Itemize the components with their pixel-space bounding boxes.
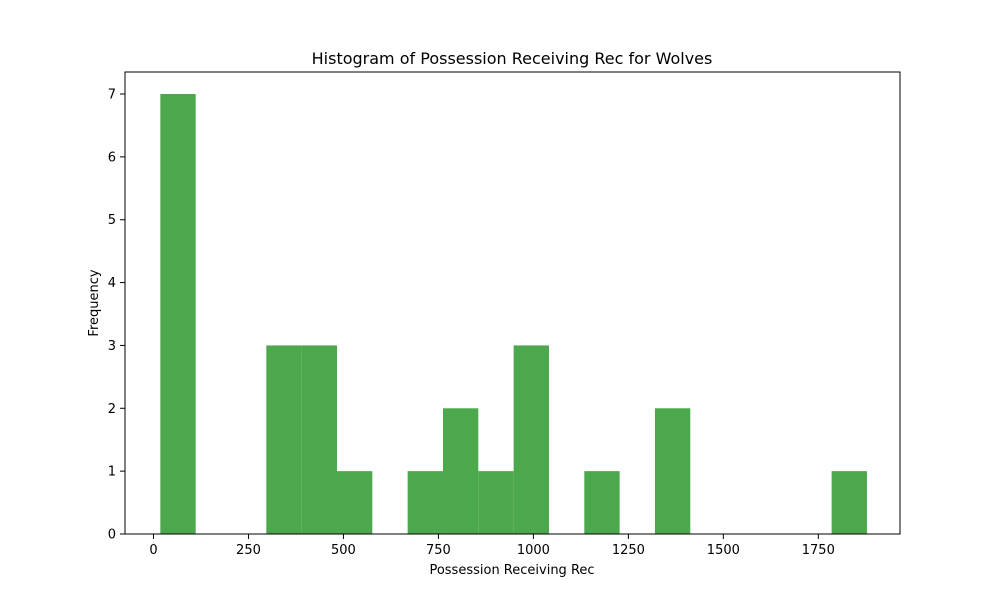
y-tick-label: 4: [108, 276, 116, 291]
x-axis: 0 250 500 750 1000 1250 1500 1750: [149, 534, 835, 558]
y-tick-label: 0: [108, 528, 116, 543]
histogram-bar: [478, 471, 514, 534]
histogram-bar: [336, 471, 373, 534]
y-tick-label: 2: [108, 402, 116, 417]
plot-area-frame: [124, 71, 901, 535]
y-axis-label: Frequency: [87, 269, 102, 336]
x-tick-label: 1250: [612, 543, 645, 558]
y-tick-label: 6: [108, 150, 116, 165]
chart-title: Histogram of Possession Receiving Rec fo…: [312, 49, 713, 68]
histogram-bar: [266, 345, 302, 534]
x-tick-label: 500: [331, 543, 356, 558]
x-tick-label: 0: [149, 543, 157, 558]
y-tick-label: 3: [108, 339, 116, 354]
x-tick-label: 750: [426, 543, 451, 558]
y-tick-label: 7: [108, 88, 116, 103]
y-axis: 0 1 2 3 4 5 6 7: [108, 88, 125, 543]
bars-group: [160, 94, 867, 534]
histogram-bar: [584, 471, 620, 534]
y-tick-label: 1: [108, 465, 116, 480]
x-tick-label: 1500: [707, 543, 740, 558]
y-tick-label: 5: [108, 213, 116, 228]
histogram-bar: [407, 471, 443, 534]
histogram-bar: [301, 345, 337, 534]
histogram-bar: [513, 345, 549, 534]
x-tick-label: 250: [236, 543, 261, 558]
histogram-bar: [442, 408, 479, 534]
x-tick-label: 1750: [802, 543, 835, 558]
histogram-bar: [654, 408, 691, 534]
x-tick-label: 1000: [517, 543, 550, 558]
histogram-bar: [160, 94, 196, 534]
x-axis-label: Possession Receiving Rec: [429, 563, 594, 578]
histogram-bar: [831, 471, 867, 534]
